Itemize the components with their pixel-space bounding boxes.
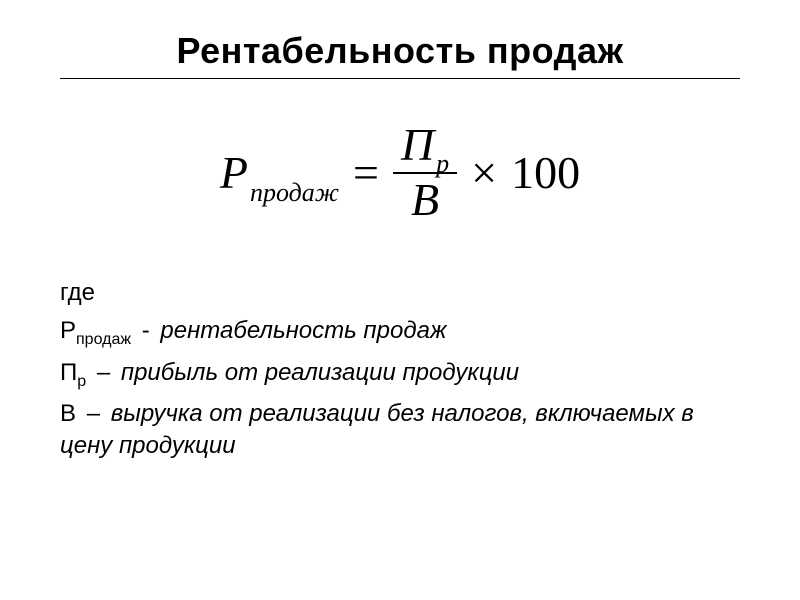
formula-lhs: Р продаж	[220, 146, 339, 199]
def2-description: прибыль от реализации продукции	[121, 359, 519, 386]
equals-sign: =	[353, 146, 379, 199]
lhs-subscript: продаж	[250, 178, 339, 208]
def1-description: рентабельность продаж	[160, 317, 446, 344]
def3-dash: –	[87, 400, 100, 427]
numerator-symbol: П	[401, 119, 434, 172]
def2-dash: –	[97, 359, 110, 386]
def1-dash: -	[142, 317, 150, 344]
slide-title: Рентабельность продаж	[60, 30, 740, 79]
definition-line-1: Рпродаж - рентабельность продаж	[60, 315, 740, 350]
def3-symbol: В	[60, 400, 76, 427]
lhs-symbol: Р	[220, 146, 248, 199]
where-label: где	[60, 277, 740, 309]
denominator-symbol: В	[411, 174, 439, 227]
definition-line-3: В – выручка от реализации без налогов, в…	[60, 398, 740, 463]
fraction: П р В	[393, 119, 457, 227]
fraction-denominator: В	[403, 174, 447, 227]
formula: Р продаж = П р В × 100	[60, 119, 740, 227]
fraction-numerator: П р	[393, 119, 457, 174]
def1-subscript: продаж	[76, 331, 131, 348]
numerator-subscript: р	[436, 149, 449, 179]
def2-symbol: П	[60, 359, 77, 386]
formula-row: Р продаж = П р В × 100	[220, 119, 580, 227]
multiply-sign: ×	[471, 146, 497, 199]
definitions: где Рпродаж - рентабельность продаж Пр –…	[60, 277, 740, 463]
def3-description: выручка от реализации без налогов, включ…	[60, 400, 694, 459]
definition-line-2: Пр – прибыль от реализации продукции	[60, 357, 740, 392]
def2-subscript: р	[77, 372, 86, 389]
def1-symbol: Р	[60, 317, 76, 344]
constant-100: 100	[511, 146, 580, 199]
slide: Рентабельность продаж Р продаж = П р В	[0, 0, 800, 600]
